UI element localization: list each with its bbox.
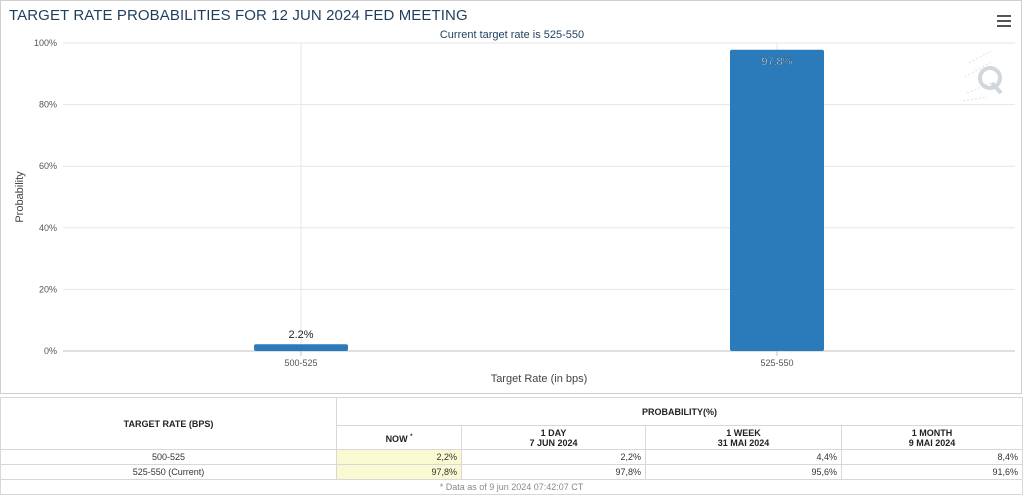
- day-cell: 97,8%: [461, 464, 646, 480]
- header-1-month: 1 MONTH 9 MAI 2024: [841, 425, 1023, 450]
- chart-panel: Current target rate is 525-550 0% 20% 40% 60…: [0, 0, 1022, 394]
- header-now: NOW *: [336, 425, 462, 450]
- bar-525-550: [730, 49, 824, 351]
- month-cell: 8,4%: [841, 449, 1023, 465]
- week-cell: 95,6%: [645, 464, 842, 480]
- now-cell: 97,8%: [336, 464, 462, 480]
- header-target-rate: TARGET RATE (BPS): [0, 397, 337, 450]
- table-row: 525-550 (Current) 97,8% 97,8% 95,6% 91,6…: [0, 464, 1023, 480]
- y-tick-label: 20%: [39, 284, 57, 294]
- x-axis-title: Target Rate (in bps): [491, 373, 588, 385]
- table-row: 500-525 2,2% 2,2% 4,4% 8,4%: [0, 449, 1023, 465]
- y-tick-label: 60%: [39, 161, 57, 171]
- rate-cell: 525-550 (Current): [0, 464, 337, 480]
- rate-cell: 500-525: [0, 449, 337, 465]
- x-tick-label: 500-525: [284, 358, 317, 368]
- data-label: 97.8%: [761, 56, 792, 68]
- chart-subtitle: Current target rate is 525-550: [440, 29, 584, 41]
- data-label: 2.2%: [288, 329, 313, 341]
- bar-500-525: [254, 344, 348, 351]
- y-tick-label: 80%: [39, 100, 57, 110]
- month-cell: 91,6%: [841, 464, 1023, 480]
- probability-table: TARGET RATE (BPS) PROBABILITY(%) NOW * 1…: [0, 397, 1023, 495]
- bar-chart: Current target rate is 525-550 0% 20% 40% 60…: [14, 29, 1015, 385]
- footnote: * Data as of 9 jun 2024 07:42:07 CT: [0, 479, 1023, 495]
- header-1-week: 1 WEEK 31 MAI 2024: [645, 425, 842, 450]
- y-tick-label: 40%: [39, 223, 57, 233]
- now-cell: 2,2%: [336, 449, 462, 465]
- week-cell: 4,4%: [645, 449, 842, 465]
- y-tick-label: 0%: [44, 346, 57, 356]
- q-logo-icon: [962, 50, 1003, 102]
- chart-title: TARGET RATE PROBABILITIES FOR 12 JUN 202…: [9, 7, 468, 24]
- header-1-day: 1 DAY 7 JUN 2024: [461, 425, 646, 450]
- header-probability: PROBABILITY(%): [336, 397, 1023, 426]
- y-tick-label: 100%: [34, 38, 57, 48]
- y-axis-title: Probability: [14, 171, 26, 223]
- day-cell: 2,2%: [461, 449, 646, 465]
- x-tick-label: 525-550: [760, 358, 793, 368]
- hamburger-menu-icon[interactable]: [997, 15, 1011, 27]
